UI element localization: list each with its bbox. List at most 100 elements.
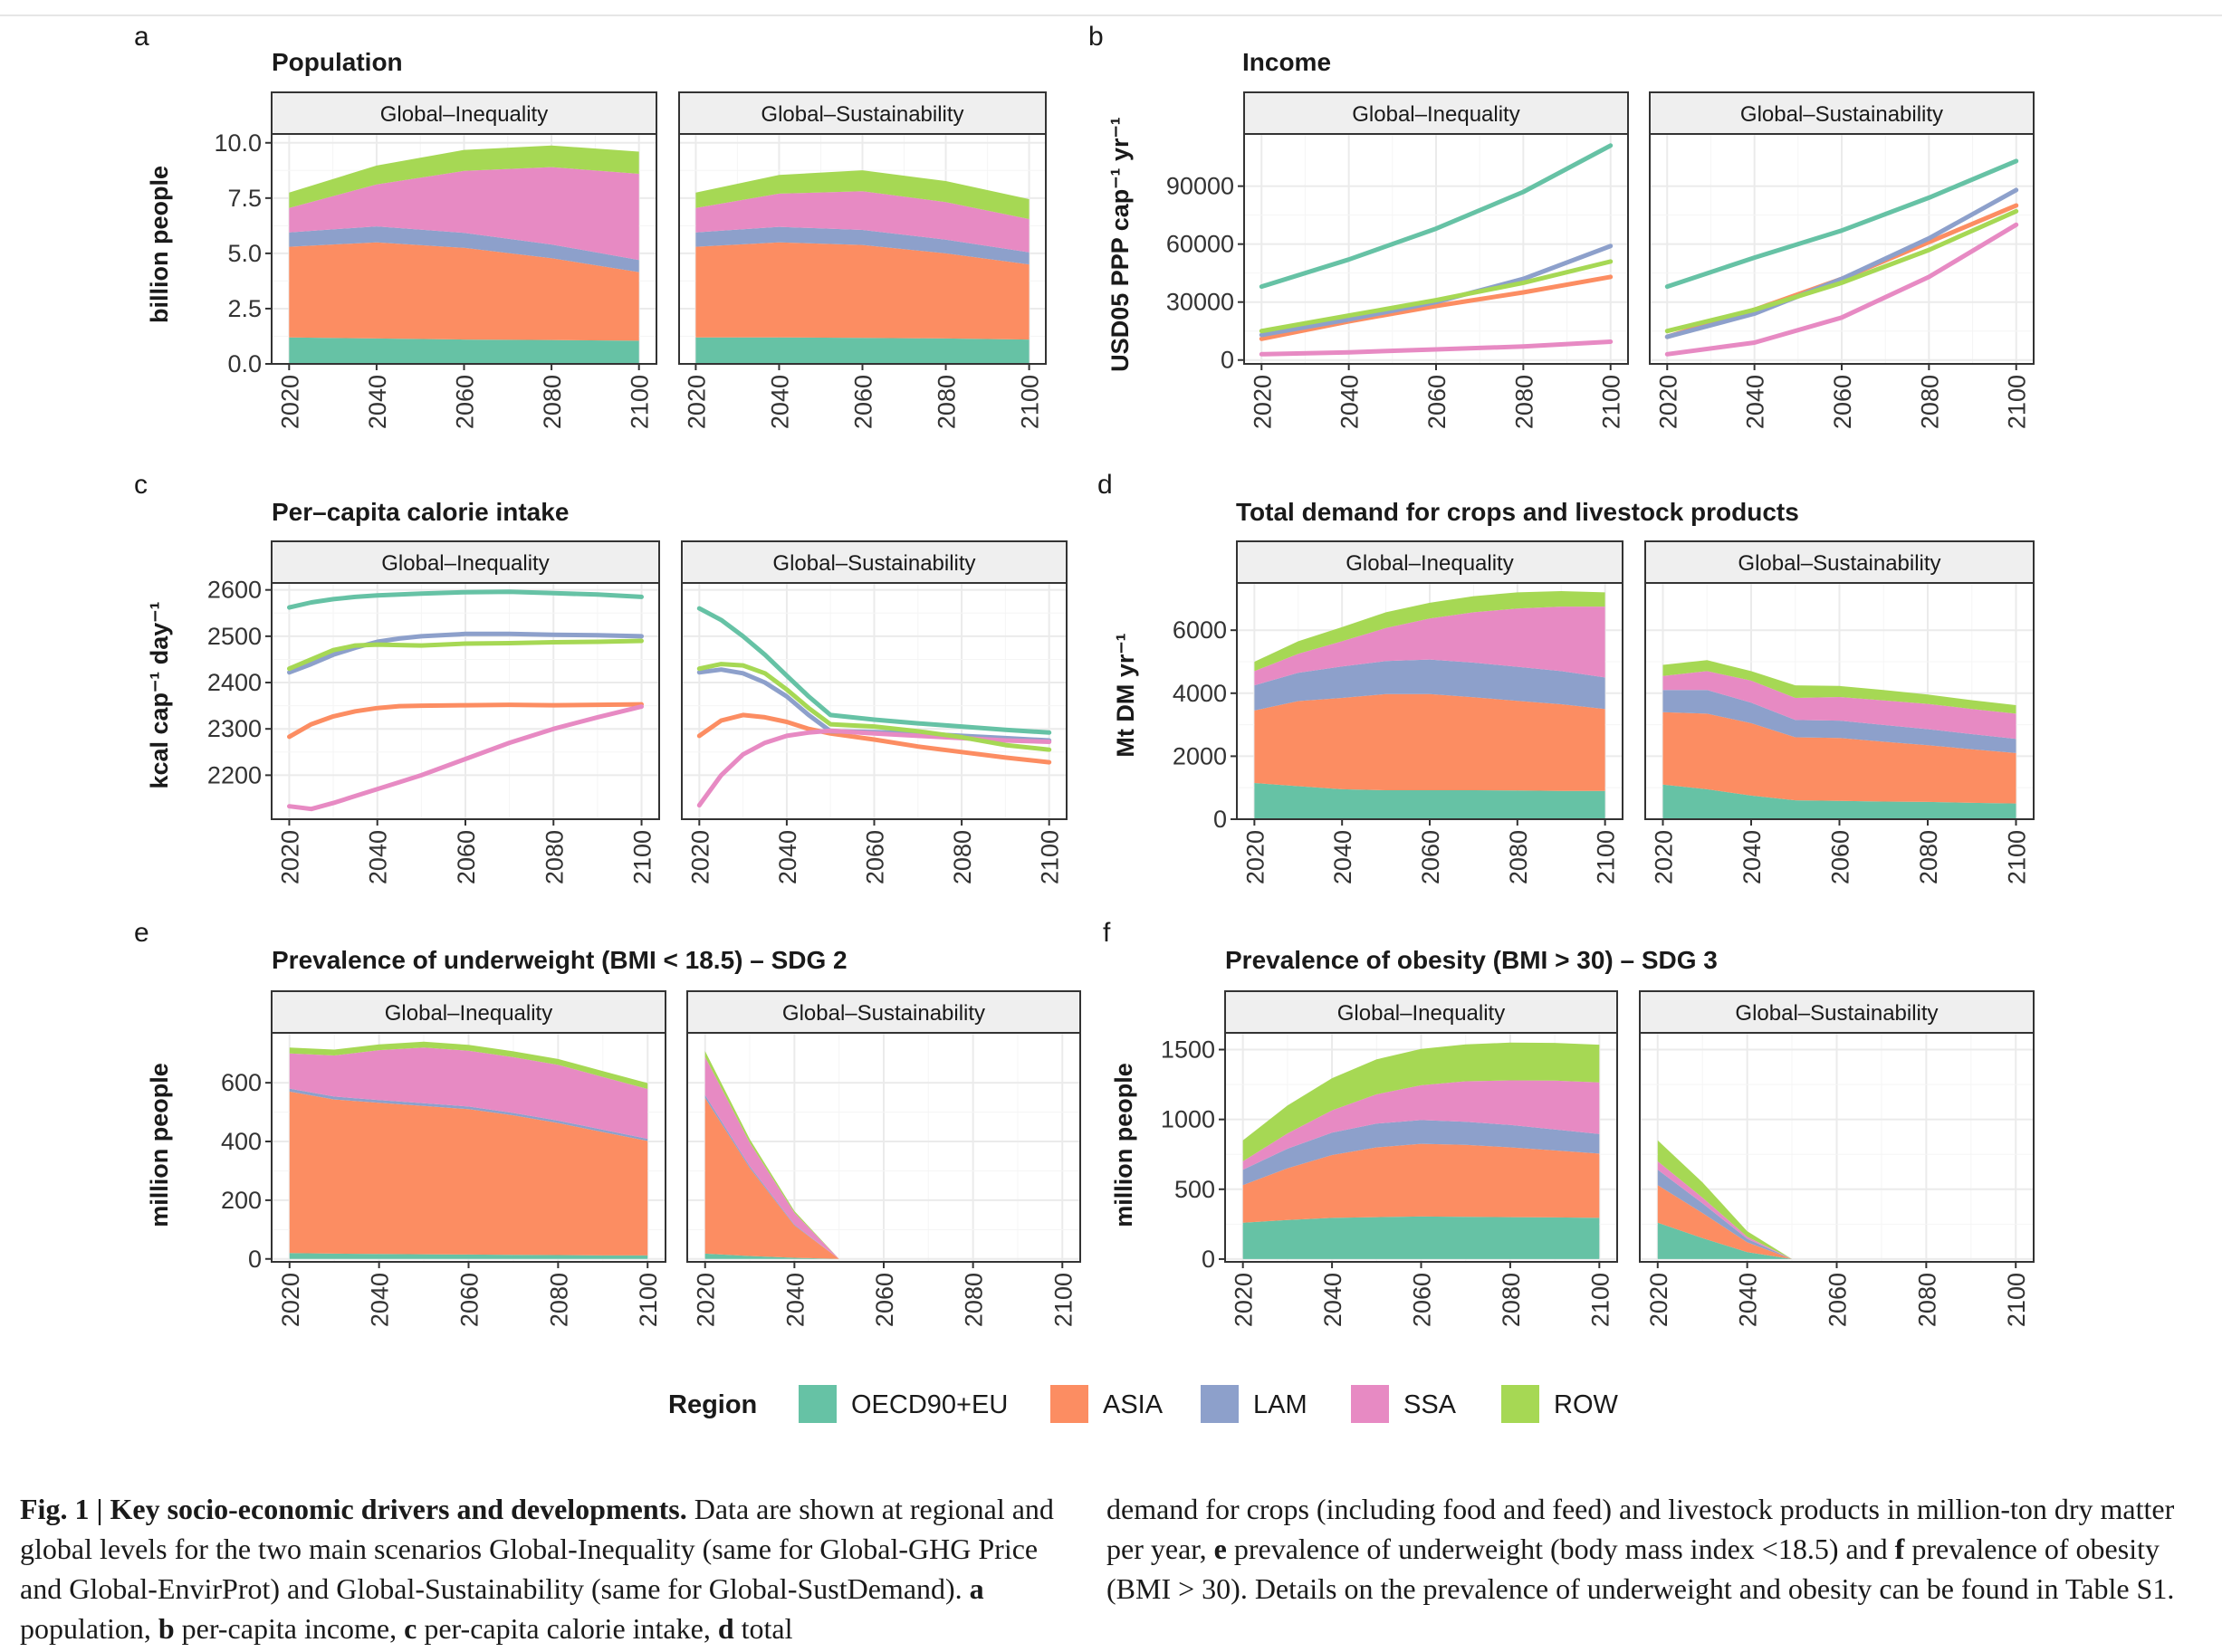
caption-text-f: prevalence of obesity (BMI > 30). Detail… [1106,1533,2175,1605]
x-tick-label: 2040 [781,1273,809,1327]
y-axis-label: Mt DM yr⁻¹ [1112,633,1139,757]
facet: Global–Inequality 2020 2040 2060 2080 2100 0 20… [221,990,666,1327]
x-tick-label: 2100 [629,830,656,884]
legend-label: LAM [1253,1390,1307,1419]
line-series-oecd90eu [1664,158,2019,290]
facet: Global–Inequality 2020 2040 2060 2080 2100 0 20… [1173,540,1623,884]
line-series-ssa [287,704,644,812]
area-series-lam [695,226,1030,265]
area-series-row [695,170,1030,219]
panel-b: b Income USD05 PPP cap⁻¹ yr⁻¹ Global–Inequa… [1088,22,2035,429]
facet-strip-label: Global–Inequality [385,1001,552,1026]
line-series-oecd90eu [696,606,1052,735]
facet-strip [1224,990,1618,1034]
x-tick-label: 2040 [1742,375,1769,429]
x-tick-label: 2040 [1319,1273,1346,1327]
x-tick-label: 2080 [539,375,566,429]
facet-strip-label: Global–Sustainability [1738,551,1940,576]
x-tick-label: 2020 [1651,830,1678,884]
line-series-row [696,662,1052,752]
legend-label: ROW [1554,1390,1619,1419]
facet-strip-label: Global–Inequality [381,551,549,576]
x-tick-label: 2100 [1017,375,1044,429]
panel-f: f Prevalence of obesity (BMI > 30) – SDG … [1103,918,2035,1327]
panel-a: a Population billion people Global–Inequali… [134,22,1047,429]
legend-label: SSA [1403,1390,1457,1419]
x-tick-label: 2020 [693,1273,720,1327]
x-tick-label: 2060 [1417,830,1444,884]
line-series-row [1259,259,1614,334]
y-tick-label: 0 [1221,347,1234,374]
x-tick-label: 2100 [1598,375,1625,429]
area-series-lam [1662,690,2016,753]
facet-strip-label: Global–Inequality [1352,102,1519,127]
facet-strip [681,540,1068,584]
facet-strip-label: Global–Inequality [380,102,548,127]
y-tick-label: 30000 [1166,289,1234,316]
area-series-lam [289,1088,648,1141]
x-tick-label: 2080 [1916,375,1943,429]
x-tick-label: 2080 [961,1273,988,1327]
facet-strip-label: Global–Inequality [1337,1001,1505,1026]
area-series-asia [704,1098,1063,1259]
x-tick-label: 2060 [862,830,889,884]
y-tick-label: 1000 [1161,1106,1215,1133]
x-tick-label: 2020 [683,375,710,429]
facet-strip-label: Global–Sustainability [782,1001,985,1026]
panel-title: Prevalence of underweight (BMI < 18.5) –… [272,946,848,974]
x-tick-label: 2080 [545,1273,572,1327]
x-tick-label: 2020 [277,1273,304,1327]
caption-text-e: prevalence of underweight (body mass ind… [1226,1533,1895,1565]
area-series-lam [1254,659,1605,711]
x-tick-label: 2100 [2004,375,2031,429]
x-tick-label: 2060 [1825,1273,1852,1327]
x-tick-label: 2040 [364,375,391,429]
x-tick-label: 2060 [1423,375,1451,429]
x-tick-label: 2080 [1510,375,1537,429]
y-tick-label: 2300 [207,715,262,742]
x-tick-label: 2060 [452,375,479,429]
line-series-ssa [1664,222,2019,357]
area-series-oecd90eu [1242,1216,1600,1259]
caption-text-a: population, [20,1612,158,1645]
x-tick-label: 2100 [1037,830,1064,884]
x-tick-label: 2080 [541,830,568,884]
facet: Global–Sustainability 2020 2040 2060 2080 210… [1644,540,2035,884]
line-series-lam [1664,187,2019,339]
x-tick-label: 2060 [1409,1273,1436,1327]
y-tick-label: 2.5 [227,295,262,322]
legend: Region OECD90+EU ASIA LAM SSA ROW [668,1385,1619,1423]
legend-swatch [1351,1385,1389,1423]
y-axis-label: million people [146,1063,173,1227]
area-series-ssa [1662,671,2016,740]
x-tick-label: 2080 [934,375,961,429]
panel-tag: c [134,470,148,500]
y-axis-label: USD05 PPP cap⁻¹ yr⁻¹ [1106,117,1134,372]
x-tick-label: 2040 [1336,375,1364,429]
area-series-oecd90eu [695,337,1030,364]
panel-c: c Per–capita calorie intake kcal cap⁻¹ day… [134,470,1068,884]
caption-text-d: total [733,1612,793,1645]
legend-title: Region [668,1390,757,1419]
area-series-row [1662,660,2016,714]
area-series-oecd90eu [289,337,639,364]
panel-e: e Prevalence of underweight (BMI < 18.5) … [134,918,1081,1327]
legend-swatch [799,1385,837,1423]
y-tick-label: 60000 [1166,231,1234,258]
area-series-asia [289,1091,648,1256]
y-tick-label: 90000 [1166,173,1234,200]
area-series-oecd90eu [1662,784,2016,819]
panel-title: Prevalence of obesity (BMI > 30) – SDG 3 [1225,946,1718,974]
caption-key-e: e [1213,1533,1227,1565]
facet-strip [686,990,1081,1034]
x-tick-label: 2100 [1593,830,1620,884]
caption-text-c: per-capita calorie intake, [417,1612,718,1645]
y-axis-label: billion people [146,166,173,323]
x-tick-label: 2020 [1249,375,1276,429]
x-tick-label: 2020 [276,830,303,884]
x-tick-label: 2020 [1645,1273,1672,1327]
x-tick-label: 2080 [1913,1273,1940,1327]
x-tick-label: 2040 [1735,1273,1762,1327]
y-tick-label: 0 [248,1246,262,1273]
caption-key-b: b [158,1612,175,1645]
